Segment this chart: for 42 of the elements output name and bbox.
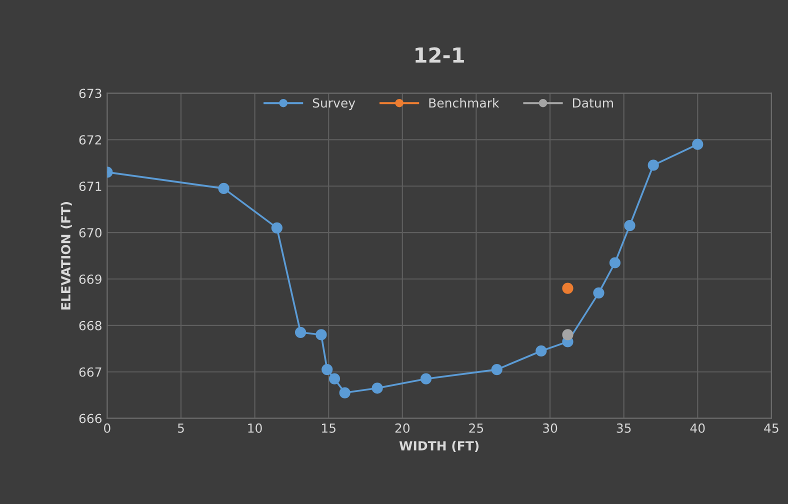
point — [316, 329, 327, 340]
point — [593, 287, 604, 298]
y-tick-label: 666 — [79, 414, 102, 424]
point — [536, 345, 547, 357]
point — [420, 373, 432, 384]
point — [624, 220, 636, 232]
y-tick-label: 671 — [79, 182, 102, 192]
x-tick-label: 35 — [616, 423, 631, 433]
x-tick-label: 30 — [543, 423, 558, 433]
point — [294, 326, 306, 338]
x-tick-label: 25 — [469, 423, 484, 433]
x-tick-label: 40 — [690, 423, 705, 433]
point — [609, 257, 621, 268]
x-tick-label: 20 — [395, 423, 410, 433]
point — [339, 387, 350, 398]
point — [372, 382, 383, 394]
x-axis-title: WIDTH (FT) — [399, 440, 479, 452]
point — [491, 364, 502, 376]
legend-label: Benchmark — [429, 98, 500, 108]
legend-label: Datum — [572, 98, 613, 108]
point — [692, 138, 704, 150]
legend-label: Survey — [312, 98, 356, 110]
x-tick-label: 0 — [104, 423, 110, 433]
point — [562, 329, 574, 340]
x-tick-label: 15 — [322, 424, 336, 433]
y-tick-label: 670 — [79, 228, 102, 238]
point — [328, 373, 340, 384]
y-axis-title: ELEVATION (FT) — [60, 202, 72, 310]
point — [322, 364, 333, 376]
y-tick-label: 669 — [79, 274, 102, 284]
y-tick-label: 668 — [79, 320, 102, 330]
x-tick-label: 10 — [248, 423, 262, 433]
y-tick-label: 672 — [79, 135, 102, 145]
point — [648, 160, 659, 171]
x-tick-label: 5 — [178, 424, 184, 433]
y-tick-label: 667 — [79, 367, 102, 377]
point — [562, 282, 574, 294]
point — [271, 222, 282, 234]
y-tick-label: 673 — [79, 88, 102, 98]
point — [218, 182, 230, 194]
x-tick-label: 45 — [764, 424, 778, 433]
chart-title: 12-1 — [416, 47, 464, 63]
